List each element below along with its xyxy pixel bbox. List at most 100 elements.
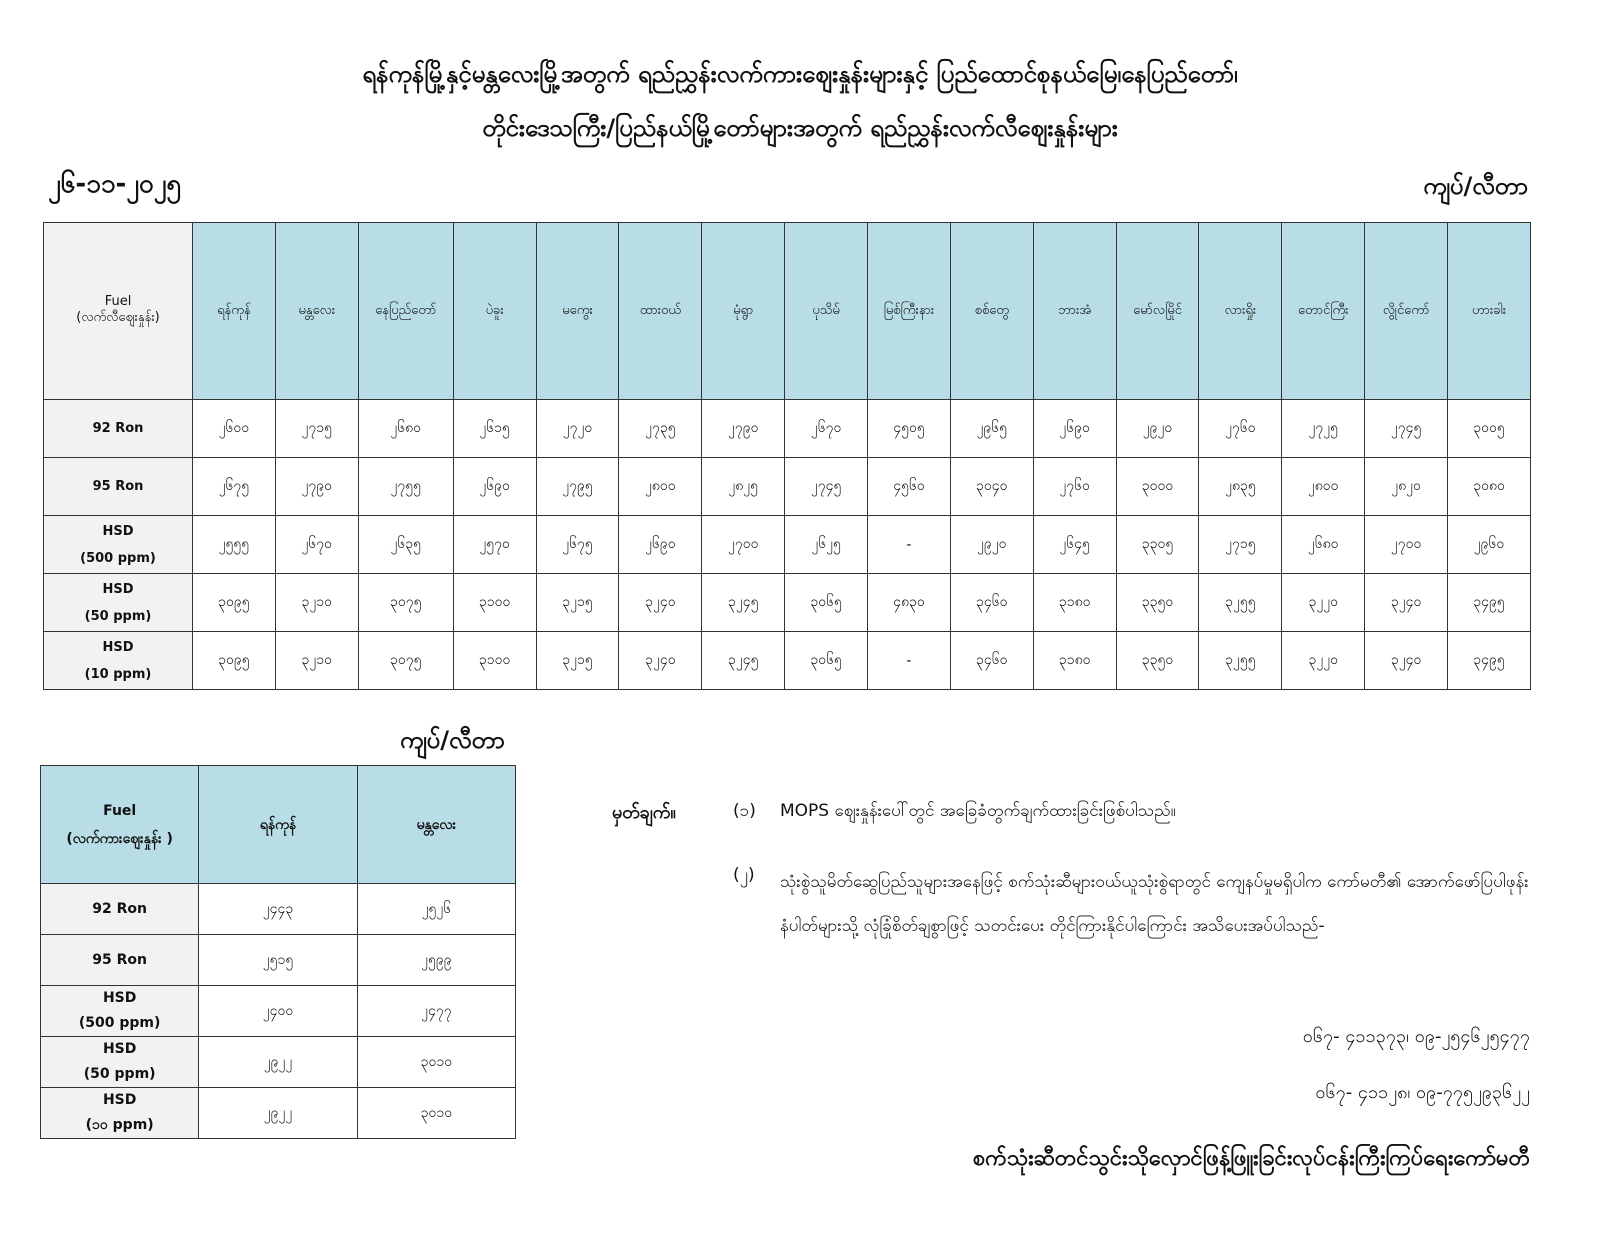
document-title-line2: တိုင်းဒေသကြီး/ပြည်နယ်မြို့တော်များအတွက် … [482,114,1118,142]
price-cell: ၄၅၀၅ [867,399,951,458]
price-cell: ၃၂၄၀ [618,631,703,690]
price-cell: ၂၉၆၅ [949,399,1034,458]
fuel-type-cell: HSD (50 ppm) [43,573,193,632]
price-cell: ၃၂၅၅ [1198,631,1283,690]
price-cell: ၃၁၈၀ [1032,573,1117,632]
city-header: မုံရွာ [701,222,786,400]
city-header: ရန်ကုန် [192,222,276,400]
price-cell: ၃၀၀၀ [1115,457,1200,516]
fuel-type: HSD [102,581,134,597]
fuel-type: 95 Ron [92,951,148,968]
note-number: (၁) [733,801,756,821]
price-cell: ၃၀၄၀ [949,457,1034,516]
city-header: တောင်ကြီး [1281,222,1366,400]
city-header: လားရှိုး [1198,222,1283,400]
fuel-header-sub: (လက်ကားဈေးနှုန်း ) [66,830,173,847]
fuel-type: HSD [102,1092,137,1108]
price-cell: ၃၂၁၀ [274,631,359,690]
fuel-type: 92 Ron [92,421,144,436]
table-row: HSD (500 ppm) ၂၅၅၅ ၂၆၇၀ ၂၆၃၅ ၂၅၇၀ ၂၆၇၅ ၂၆၉၀ ၂၇၀၀… [43,515,1531,574]
price-cell: ၂၇၉၅ [535,457,620,516]
fuel-type-cell: 95 Ron [43,457,193,516]
city-header: လွိုင်ကော် [1364,222,1449,400]
price-cell: ၂၆၁၅ [452,399,537,458]
fuel-type-cell: HSD (50 ppm) [39,1036,200,1088]
fuel-type: 95 Ron [92,479,144,494]
price-cell: ၃၃၀၅ [1115,515,1200,574]
fuel-spec: (50 ppm) [83,1066,156,1082]
price-cell: ၄၅၆၀ [867,457,951,516]
table-row: 95 Ron ၂၆၇၅ ၂၇၉၀ ၂၇၅၅ ၂၆၉၀ ၂၇၉၅ ၂၈၀၀ ၂၈၂၅ ၂၇၄၅ ၄၅… [43,457,1531,516]
city-header: ရန်ကုန် [198,765,358,884]
document-date: ၂၆-၁၁-၂၀၂၅ [48,169,182,199]
price-cell: ၄၈၃၀ [867,573,951,632]
fuel-type: HSD [102,1041,137,1057]
fuel-type: HSD [102,639,134,655]
price-cell: ၂၆၄၅ [1032,515,1117,574]
price-cell: ၂၈၀၀ [1281,457,1366,516]
price-cell: ၃၂၄၀ [1364,573,1449,632]
fuel-header: Fuel (လက်လီဈေးနှုန်း) [43,222,193,400]
note-number: (၂) [733,865,755,885]
price-cell: ၂၈၂၅ [701,457,786,516]
price-cell: ၂၆၂၅ [784,515,869,574]
price-cell: ၂၇၉၀ [701,399,786,458]
price-cell: ၃၀၁၀ [356,1036,517,1088]
city-header: မန္တလေး [274,222,359,400]
city-header: မော်လမြိုင် [1115,222,1200,400]
document-title-line1: ရန်ကုန်မြို့နှင့်မန္တလေးမြို့အတွက် ရည်ညွ… [362,60,1238,88]
fuel-header-title: Fuel [103,802,137,819]
fuel-type-cell: 95 Ron [39,934,200,986]
price-cell: ၂၇၄၅ [784,457,869,516]
price-cell: ၃၄၆၀ [949,573,1034,632]
price-cell: ၂၈၃၅ [1198,457,1283,516]
price-cell: ၃၂၁၅ [535,631,620,690]
table-row: HSD (50 ppm) ၂၉၂၂ ၃၀၁၀ [39,1036,517,1088]
table-row: HSD (၁၀ ppm) ၂၉၂၂ ၃၀၁၀ [39,1087,517,1139]
price-cell: ၂၆၈၀ [357,399,454,458]
fuel-type-cell: HSD (၁၀ ppm) [39,1087,200,1139]
price-cell: ၂၆၇၀ [274,515,359,574]
price-cell: ၃၂၄၀ [618,573,703,632]
fuel-type: HSD [102,990,137,1006]
price-cell: ၃၀၆၅ [784,631,869,690]
city-header: မန္တလေး [356,765,517,884]
fuel-type: 92 Ron [92,900,148,917]
price-cell: ၂၆၃၅ [357,515,454,574]
price-cell: ၃၀၉၅ [192,573,276,632]
price-cell: ၃၂၅၅ [1198,573,1283,632]
city-header: နေပြည်တော် [357,222,454,400]
price-cell: ၃၀၈၀ [1447,457,1531,516]
price-cell: ၂၆၉၀ [618,515,703,574]
city-header: မကွေး [535,222,620,400]
price-cell: ၂၇၁၅ [1198,515,1283,574]
fuel-type-cell: 92 Ron [43,399,193,458]
city-header: မြစ်ကြီးနား [867,222,951,400]
notes-label: မှတ်ချက်။ [612,802,676,823]
price-cell: ၃၂၁၀ [274,573,359,632]
price-cell: ၂၇၆၀ [1032,457,1117,516]
price-cell: ၃၃၅၀ [1115,573,1200,632]
price-cell: ၂၄၄၃ [198,883,358,935]
city-header: ပဲခူး [452,222,537,400]
price-cell: ၃၀၆၅ [784,573,869,632]
price-cell: ၂၇၀၀ [701,515,786,574]
table-row: HSD (50 ppm) ၃၀၉၅ ၃၂၁၀ ၃၀၇၅ ၃၁၀၀ ၃၂၁၅ ၃၂၄၀ ၃၂၄၅၃… [43,573,1531,632]
price-cell: ၂၇၁၅ [274,399,359,458]
price-cell: ၂၇၅၅ [357,457,454,516]
fuel-header: Fuel (လက်ကားဈေးနှုန်း ) [39,765,200,884]
price-cell: ၂၆၇၅ [535,515,620,574]
table-row: 95 Ron ၂၅၁၅ ၂၅၉၉ [39,934,517,986]
city-header: ဟားခါး [1447,222,1531,400]
price-cell: ၃၃၅၀ [1115,631,1200,690]
price-cell: ၂၉၂၀ [949,515,1034,574]
price-cell: ၃၁၀၀ [452,631,537,690]
fuel-spec: (50 ppm) [84,608,152,624]
price-cell: ၃၀၉၅ [192,631,276,690]
price-cell: ၂၇၀၀ [1364,515,1449,574]
price-cell: ၃၂၄၀ [1364,631,1449,690]
fuel-spec: (500 ppm) [78,1015,161,1031]
price-cell: ၃၂၂၀ [1281,631,1366,690]
price-cell: ၃၀၀၅ [1447,399,1531,458]
price-cell: - [867,631,951,690]
